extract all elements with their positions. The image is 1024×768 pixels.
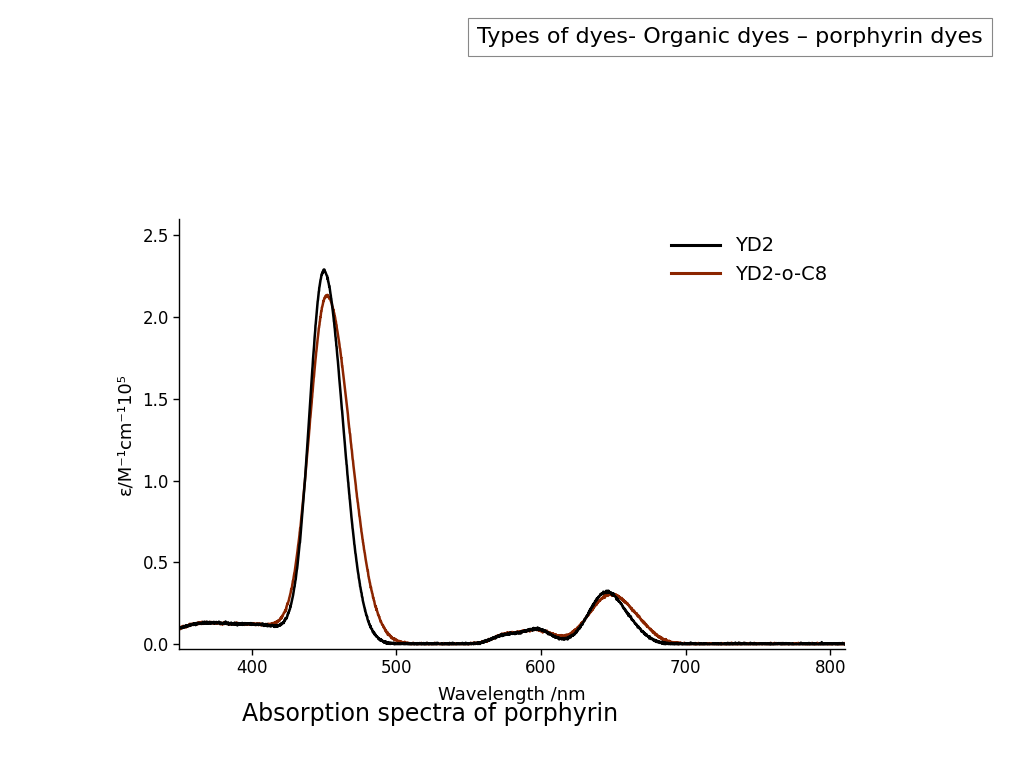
Text: Types of dyes- Organic dyes – porphyrin dyes: Types of dyes- Organic dyes – porphyrin …: [477, 27, 983, 47]
Text: Absorption spectra of porphyrin: Absorption spectra of porphyrin: [242, 702, 618, 726]
Legend: YD2, YD2-o-C8: YD2, YD2-o-C8: [664, 229, 836, 292]
X-axis label: Wavelength /nm: Wavelength /nm: [438, 686, 586, 703]
Y-axis label: ε/M⁻¹cm⁻¹10⁵: ε/M⁻¹cm⁻¹10⁵: [116, 373, 134, 495]
